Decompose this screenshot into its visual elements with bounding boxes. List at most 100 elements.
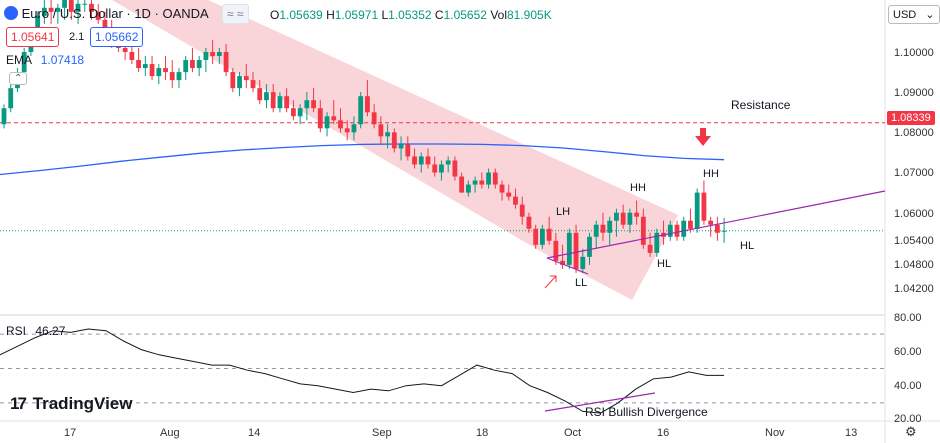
- price-tick: 1.04800: [894, 259, 934, 271]
- candle-body: [580, 256, 586, 269]
- chevron-up-icon: ⌃: [14, 73, 23, 84]
- candle-body: [519, 204, 525, 217]
- candle-body: [553, 240, 559, 261]
- higher-low-label-2: HL: [740, 240, 755, 252]
- candle-body: [714, 224, 720, 233]
- price-tick: 1.07000: [894, 167, 934, 179]
- currency-label: USD: [893, 9, 917, 21]
- candle-body: [479, 180, 485, 185]
- resistance-price-tag: 1.08339: [887, 111, 935, 125]
- candle-body: [41, 7, 47, 16]
- candle-body: [351, 124, 357, 133]
- symbol-logo-icon: [4, 6, 18, 20]
- candle-body: [210, 51, 216, 57]
- candle-body: [156, 68, 162, 77]
- candle-body: [183, 60, 189, 73]
- candle-body: [667, 224, 673, 237]
- ema-value: 1.07418: [40, 53, 85, 67]
- candle-body: [688, 220, 693, 229]
- tradingview-logo-text: TradingView: [32, 394, 133, 413]
- currency-dropdown[interactable]: USD ⌄: [888, 5, 940, 24]
- low-value: 1.05352: [388, 8, 432, 22]
- candle-body: [48, 7, 54, 12]
- rsi-label: RSI: [6, 324, 27, 338]
- candle-body: [129, 51, 135, 61]
- candle-body: [654, 232, 660, 253]
- candle-body: [190, 60, 195, 69]
- red-arrow-shaft: [700, 128, 706, 136]
- candle-body: [647, 244, 653, 253]
- candle-body: [89, 3, 94, 12]
- volume-label: Vol: [490, 8, 507, 22]
- symbol-title[interactable]: Euro / U.S. Dollar · 1D · OANDA: [21, 6, 209, 21]
- candle-body: [513, 196, 518, 205]
- candle-body: [620, 212, 626, 225]
- rsi-line: [0, 328, 725, 414]
- candle-body: [600, 224, 606, 233]
- higher-high-label-2: HH: [703, 168, 719, 180]
- rsi-divergence-trendline: [544, 392, 656, 412]
- candle-body: [445, 160, 451, 165]
- chevron-down-icon: ⌄: [925, 9, 935, 21]
- candle-body: [8, 88, 14, 109]
- candle-body: [472, 180, 478, 185]
- candle-body: [122, 47, 128, 52]
- candle-body: [398, 144, 404, 149]
- candle-body: [237, 76, 242, 89]
- candle-body: [264, 92, 269, 101]
- buy-button[interactable]: 1.05662: [90, 27, 144, 47]
- sell-button[interactable]: 1.05641: [6, 27, 60, 47]
- candle-body: [371, 112, 377, 125]
- candle-body: [573, 232, 579, 269]
- lower-low-label: LL: [575, 277, 588, 289]
- tradingview-logo[interactable]: 17 TradingView: [10, 394, 132, 414]
- candle-body: [439, 164, 444, 173]
- candle-body: [721, 230, 727, 232]
- close-label: C: [434, 8, 444, 22]
- candle-body: [506, 192, 512, 197]
- time-tick: 13: [845, 427, 858, 439]
- candle-body: [311, 100, 316, 109]
- candle-body: [277, 96, 283, 109]
- high-value: 1.05971: [334, 8, 379, 22]
- rsi-legend[interactable]: RSI 46.27: [6, 324, 65, 338]
- candle-body: [82, 3, 88, 5]
- candle-body: [566, 232, 572, 265]
- collapse-indicators-button[interactable]: ≈ ≈: [222, 4, 249, 24]
- lower-high-label: LH: [556, 206, 571, 218]
- price-tick: 1.06000: [894, 208, 934, 220]
- candle-body: [499, 184, 505, 193]
- collapse-legend-button[interactable]: ⌃: [9, 72, 28, 85]
- candle-body: [1, 108, 7, 125]
- symbol-header: Euro / U.S. Dollar · 1D · OANDA: [4, 6, 209, 21]
- candle-body: [526, 216, 532, 229]
- ema-legend[interactable]: EMA 1.07418: [6, 53, 84, 67]
- candle-body: [694, 192, 700, 229]
- settings-gear-icon[interactable]: ⚙: [905, 424, 917, 439]
- candle-body: [304, 100, 310, 109]
- candle-body: [385, 132, 391, 137]
- candle-body: [358, 96, 364, 125]
- price-tick: 1.05400: [894, 235, 934, 247]
- rsi-tick: 40.00: [894, 380, 922, 392]
- rsi-value: 46.27: [35, 324, 66, 338]
- candle-body: [149, 64, 155, 77]
- candle-body: [95, 11, 101, 20]
- support-trendline: [546, 190, 886, 259]
- candle-body: [317, 108, 323, 129]
- candle-body: [102, 19, 108, 28]
- ohlc-readout: O1.05639 H1.05971 L1.05352 C1.05652 Vol8…: [270, 8, 552, 22]
- up-arrow-shaft: [544, 275, 557, 289]
- price-tick: 1.10000: [894, 47, 934, 59]
- candle-body: [418, 156, 424, 165]
- open-value: 1.05639: [279, 8, 323, 22]
- candle-body: [21, 51, 27, 73]
- candle-body: [55, 7, 61, 12]
- time-tick: 16: [657, 427, 670, 439]
- eye-off-icon: ≈ ≈: [227, 7, 244, 21]
- candle-body: [540, 228, 545, 245]
- candle-body: [223, 51, 229, 73]
- candle-body: [35, 15, 41, 36]
- candle-body: [412, 156, 417, 165]
